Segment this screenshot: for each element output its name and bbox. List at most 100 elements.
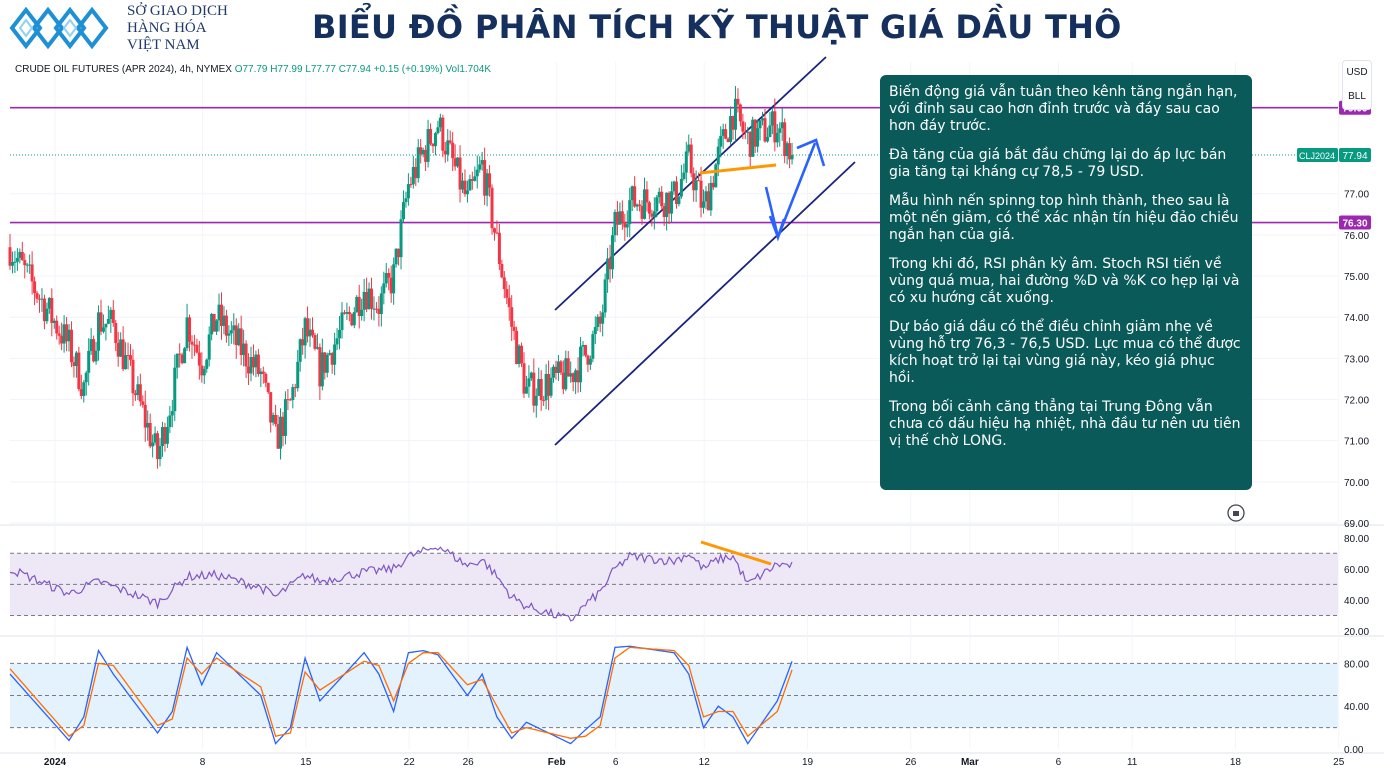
candle [79, 374, 83, 400]
candle-body [109, 309, 113, 319]
candle-body [719, 135, 723, 147]
candle [28, 254, 32, 274]
candle-body [768, 125, 772, 137]
candle-body [451, 142, 455, 159]
candle [303, 316, 307, 359]
candle-body [490, 187, 494, 229]
candle-body [775, 132, 779, 143]
candle [441, 114, 445, 158]
candle [165, 416, 169, 449]
candle-body [406, 184, 410, 199]
candle [451, 132, 455, 172]
candle-body [534, 395, 538, 406]
candle [478, 156, 482, 173]
candle [655, 194, 659, 218]
candle-body [475, 169, 479, 177]
candle-body [77, 352, 81, 390]
candle [662, 202, 666, 226]
org-name-line2: HÀNG HÓA [127, 20, 207, 36]
candle [387, 268, 391, 291]
candle-body [746, 131, 750, 133]
candle-body [264, 373, 268, 383]
candle-body [547, 373, 551, 396]
candle [87, 338, 91, 386]
candle [227, 325, 231, 347]
candle-body [692, 173, 696, 191]
candle [458, 145, 462, 203]
candle-body [276, 424, 280, 449]
candle [406, 173, 410, 206]
candle-body [458, 157, 462, 190]
candle-body [87, 350, 91, 373]
candle-body [296, 361, 300, 389]
candle [495, 220, 499, 234]
candle [488, 165, 492, 197]
candle [741, 113, 745, 139]
candle-body [677, 196, 681, 205]
candle [315, 333, 319, 350]
candle-body [234, 325, 238, 346]
candle [124, 342, 128, 370]
candle [401, 190, 405, 223]
channel-lower-line [554, 161, 856, 446]
unit-chip-bll[interactable]: BLL [1348, 91, 1366, 102]
org-name-line1: SỞ GIAO DỊCH [127, 3, 228, 19]
candle-body [197, 352, 201, 366]
candle [397, 248, 401, 266]
candle [524, 375, 528, 394]
candle [581, 341, 585, 357]
candle [529, 371, 533, 381]
candle-body [608, 258, 612, 270]
candle-body [606, 258, 610, 280]
candle [288, 398, 292, 401]
candle [652, 197, 656, 230]
candle [163, 422, 167, 452]
candle [202, 365, 206, 385]
candle [465, 180, 469, 203]
candle-body [684, 151, 688, 173]
candle [687, 134, 691, 154]
candle [180, 352, 184, 365]
candle [232, 313, 236, 345]
candle [520, 342, 524, 368]
time-tick-label: 22 [404, 757, 416, 767]
candle-body [259, 371, 263, 375]
currency-chip-usd[interactable]: USD [1346, 67, 1368, 78]
candle [74, 351, 78, 378]
candle-body [436, 127, 440, 134]
candle [57, 325, 61, 345]
symbol-info-bar: CRUDE OIL FUTURES (APR 2024), 4h, NYMEX … [15, 64, 491, 75]
candle [480, 151, 484, 171]
candle [699, 166, 703, 218]
candle-body [559, 361, 563, 373]
candle [77, 346, 81, 392]
time-tick-label: 26 [463, 757, 475, 767]
org-name-line3: VIỆT NAM [127, 37, 200, 53]
candle [419, 139, 423, 164]
candle [168, 405, 172, 434]
candle [126, 342, 130, 370]
candle [35, 290, 39, 304]
candle [719, 126, 723, 158]
candle-body [554, 366, 558, 374]
candle-body [212, 313, 216, 332]
candle [500, 259, 504, 279]
candle-body [763, 118, 767, 142]
candle-body [18, 251, 22, 258]
divergence-line-price [699, 163, 777, 175]
candle [736, 88, 740, 113]
candle-body [97, 312, 101, 351]
candle [709, 175, 713, 216]
price-tick-label: 69.00 [1344, 519, 1369, 530]
candle-body [483, 160, 487, 196]
candle [647, 200, 651, 220]
last-price-tag [1339, 148, 1371, 163]
candle [667, 191, 671, 225]
candle-body [687, 144, 691, 152]
candle-body [266, 382, 270, 393]
replay-icon[interactable] [1227, 504, 1245, 522]
candle-body [293, 387, 297, 389]
candle-body [183, 348, 187, 364]
candle-body [8, 247, 12, 266]
time-tick-label: 2024 [44, 757, 67, 767]
